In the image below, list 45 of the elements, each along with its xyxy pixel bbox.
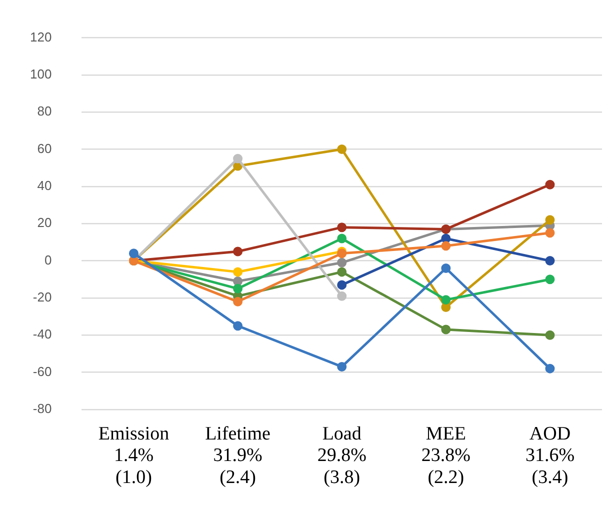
point — [545, 180, 555, 190]
y-tick-label: -60 — [32, 364, 52, 379]
x-tick-label: Emission 1.4% (1.0) — [98, 423, 170, 488]
point — [233, 246, 243, 256]
y-tick-label: 60 — [37, 140, 52, 156]
point — [337, 258, 347, 268]
point — [545, 228, 555, 238]
point — [233, 267, 243, 277]
x-tick-label: Load 29.8% (3.8) — [317, 423, 367, 488]
point — [233, 321, 243, 331]
point — [337, 291, 347, 301]
y-tick-label: -40 — [32, 326, 52, 342]
point — [233, 284, 243, 294]
point — [441, 324, 451, 334]
y-tick-label: 120 — [30, 29, 52, 44]
point — [233, 276, 243, 286]
point — [441, 302, 451, 312]
point — [128, 248, 138, 258]
point — [337, 362, 347, 372]
point — [337, 144, 347, 154]
x-tick-label: MEE 23.8% (2.2) — [421, 423, 471, 488]
point — [441, 295, 451, 305]
point — [337, 222, 347, 232]
y-tick-label: 100 — [30, 66, 52, 82]
point — [545, 330, 555, 340]
point — [545, 256, 555, 266]
point — [545, 215, 555, 225]
y-tick-label: 80 — [37, 104, 52, 119]
point — [441, 241, 451, 251]
y-tick-label: 0 — [44, 252, 52, 268]
x-tick-label: AOD 31.6% (3.4) — [525, 423, 575, 488]
point — [441, 234, 451, 244]
y-tick-label: -80 — [32, 401, 52, 416]
y-tick-label: 40 — [37, 178, 52, 194]
point — [441, 263, 451, 273]
point — [545, 364, 555, 374]
y-tick-label: 20 — [37, 215, 52, 230]
y-tick-label: -20 — [32, 290, 52, 305]
point — [545, 274, 555, 284]
point — [337, 280, 347, 290]
point — [233, 296, 243, 306]
point — [337, 234, 347, 244]
point — [337, 267, 347, 277]
point — [233, 154, 243, 164]
x-tick-label: Lifetime 31.9% (2.4) — [205, 423, 270, 488]
